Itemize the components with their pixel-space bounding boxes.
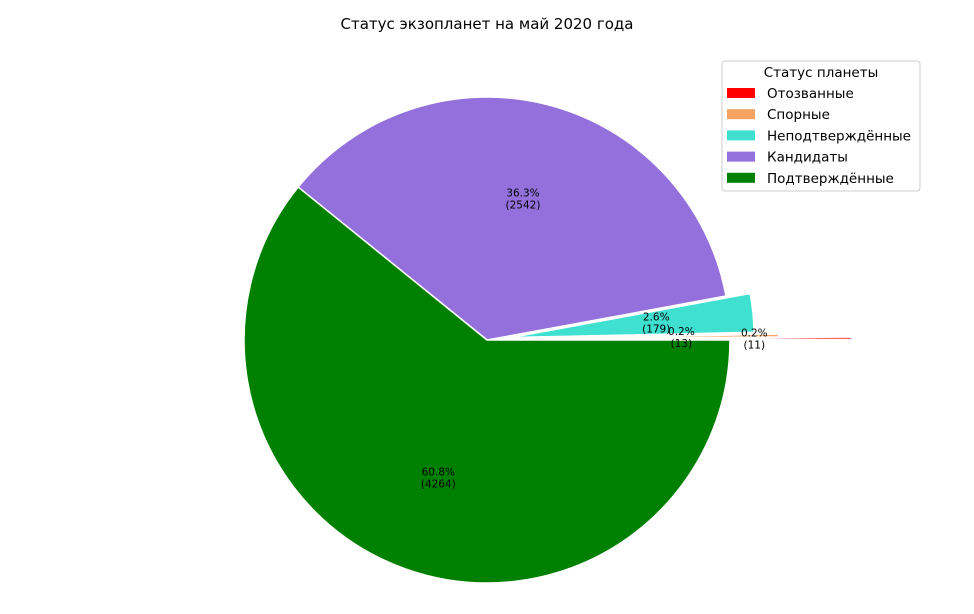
slice-1-count-label: (11): [744, 340, 766, 352]
slice-3-percent-label: 2.6%: [643, 312, 670, 324]
slice-4-wedge: [297, 96, 727, 341]
legend-label-5: Подтверждённые: [767, 171, 894, 187]
legend-label-4: Кандидаты: [767, 150, 848, 166]
slice-4-percent-label: 36.3%: [506, 188, 539, 200]
chart-title: Статус экзопланет на май 2020 года: [341, 15, 634, 33]
slice-4-count-label: (2542): [506, 200, 541, 212]
legend-label-1: Отозванные: [767, 86, 854, 102]
legend-swatch-5: [727, 172, 755, 183]
slice-3-count-label: (179): [642, 324, 670, 336]
legend-frame: [721, 60, 921, 192]
slice-5-percent-label: 60.8%: [422, 466, 455, 478]
legend-label-3: Неподтверждённые: [767, 128, 911, 144]
legend-label-2: Спорные: [767, 107, 830, 123]
legend-swatch-2: [727, 109, 755, 120]
pie-slice-labels: 0.2%(11)0.2%(13)2.6%(179)36.3%(2542)60.8…: [421, 188, 768, 491]
legend-swatch-3: [727, 130, 755, 141]
slice-1-percent-label: 0.2%: [741, 328, 768, 340]
legend-swatch-4: [727, 151, 755, 162]
slice-5-count-label: (4264): [421, 478, 456, 490]
legend-items: Отозванные Спорные Неподтверждённые Кандида…: [727, 86, 911, 187]
slice-1-wedge: [607, 336, 853, 341]
slice-5-wedge: [243, 186, 731, 584]
slice-2-percent-label: 0.2%: [668, 326, 695, 338]
legend-title: Статус планеты: [764, 65, 879, 81]
pie-slices: [243, 96, 853, 584]
legend: Статус планеты Отозванные Спорные Неподтве…: [721, 60, 921, 192]
slice-2-wedge: [534, 333, 780, 340]
legend-swatch-1: [727, 88, 755, 98]
slice-2-count-label: (13): [671, 338, 693, 350]
slice-3-wedge: [510, 292, 755, 339]
